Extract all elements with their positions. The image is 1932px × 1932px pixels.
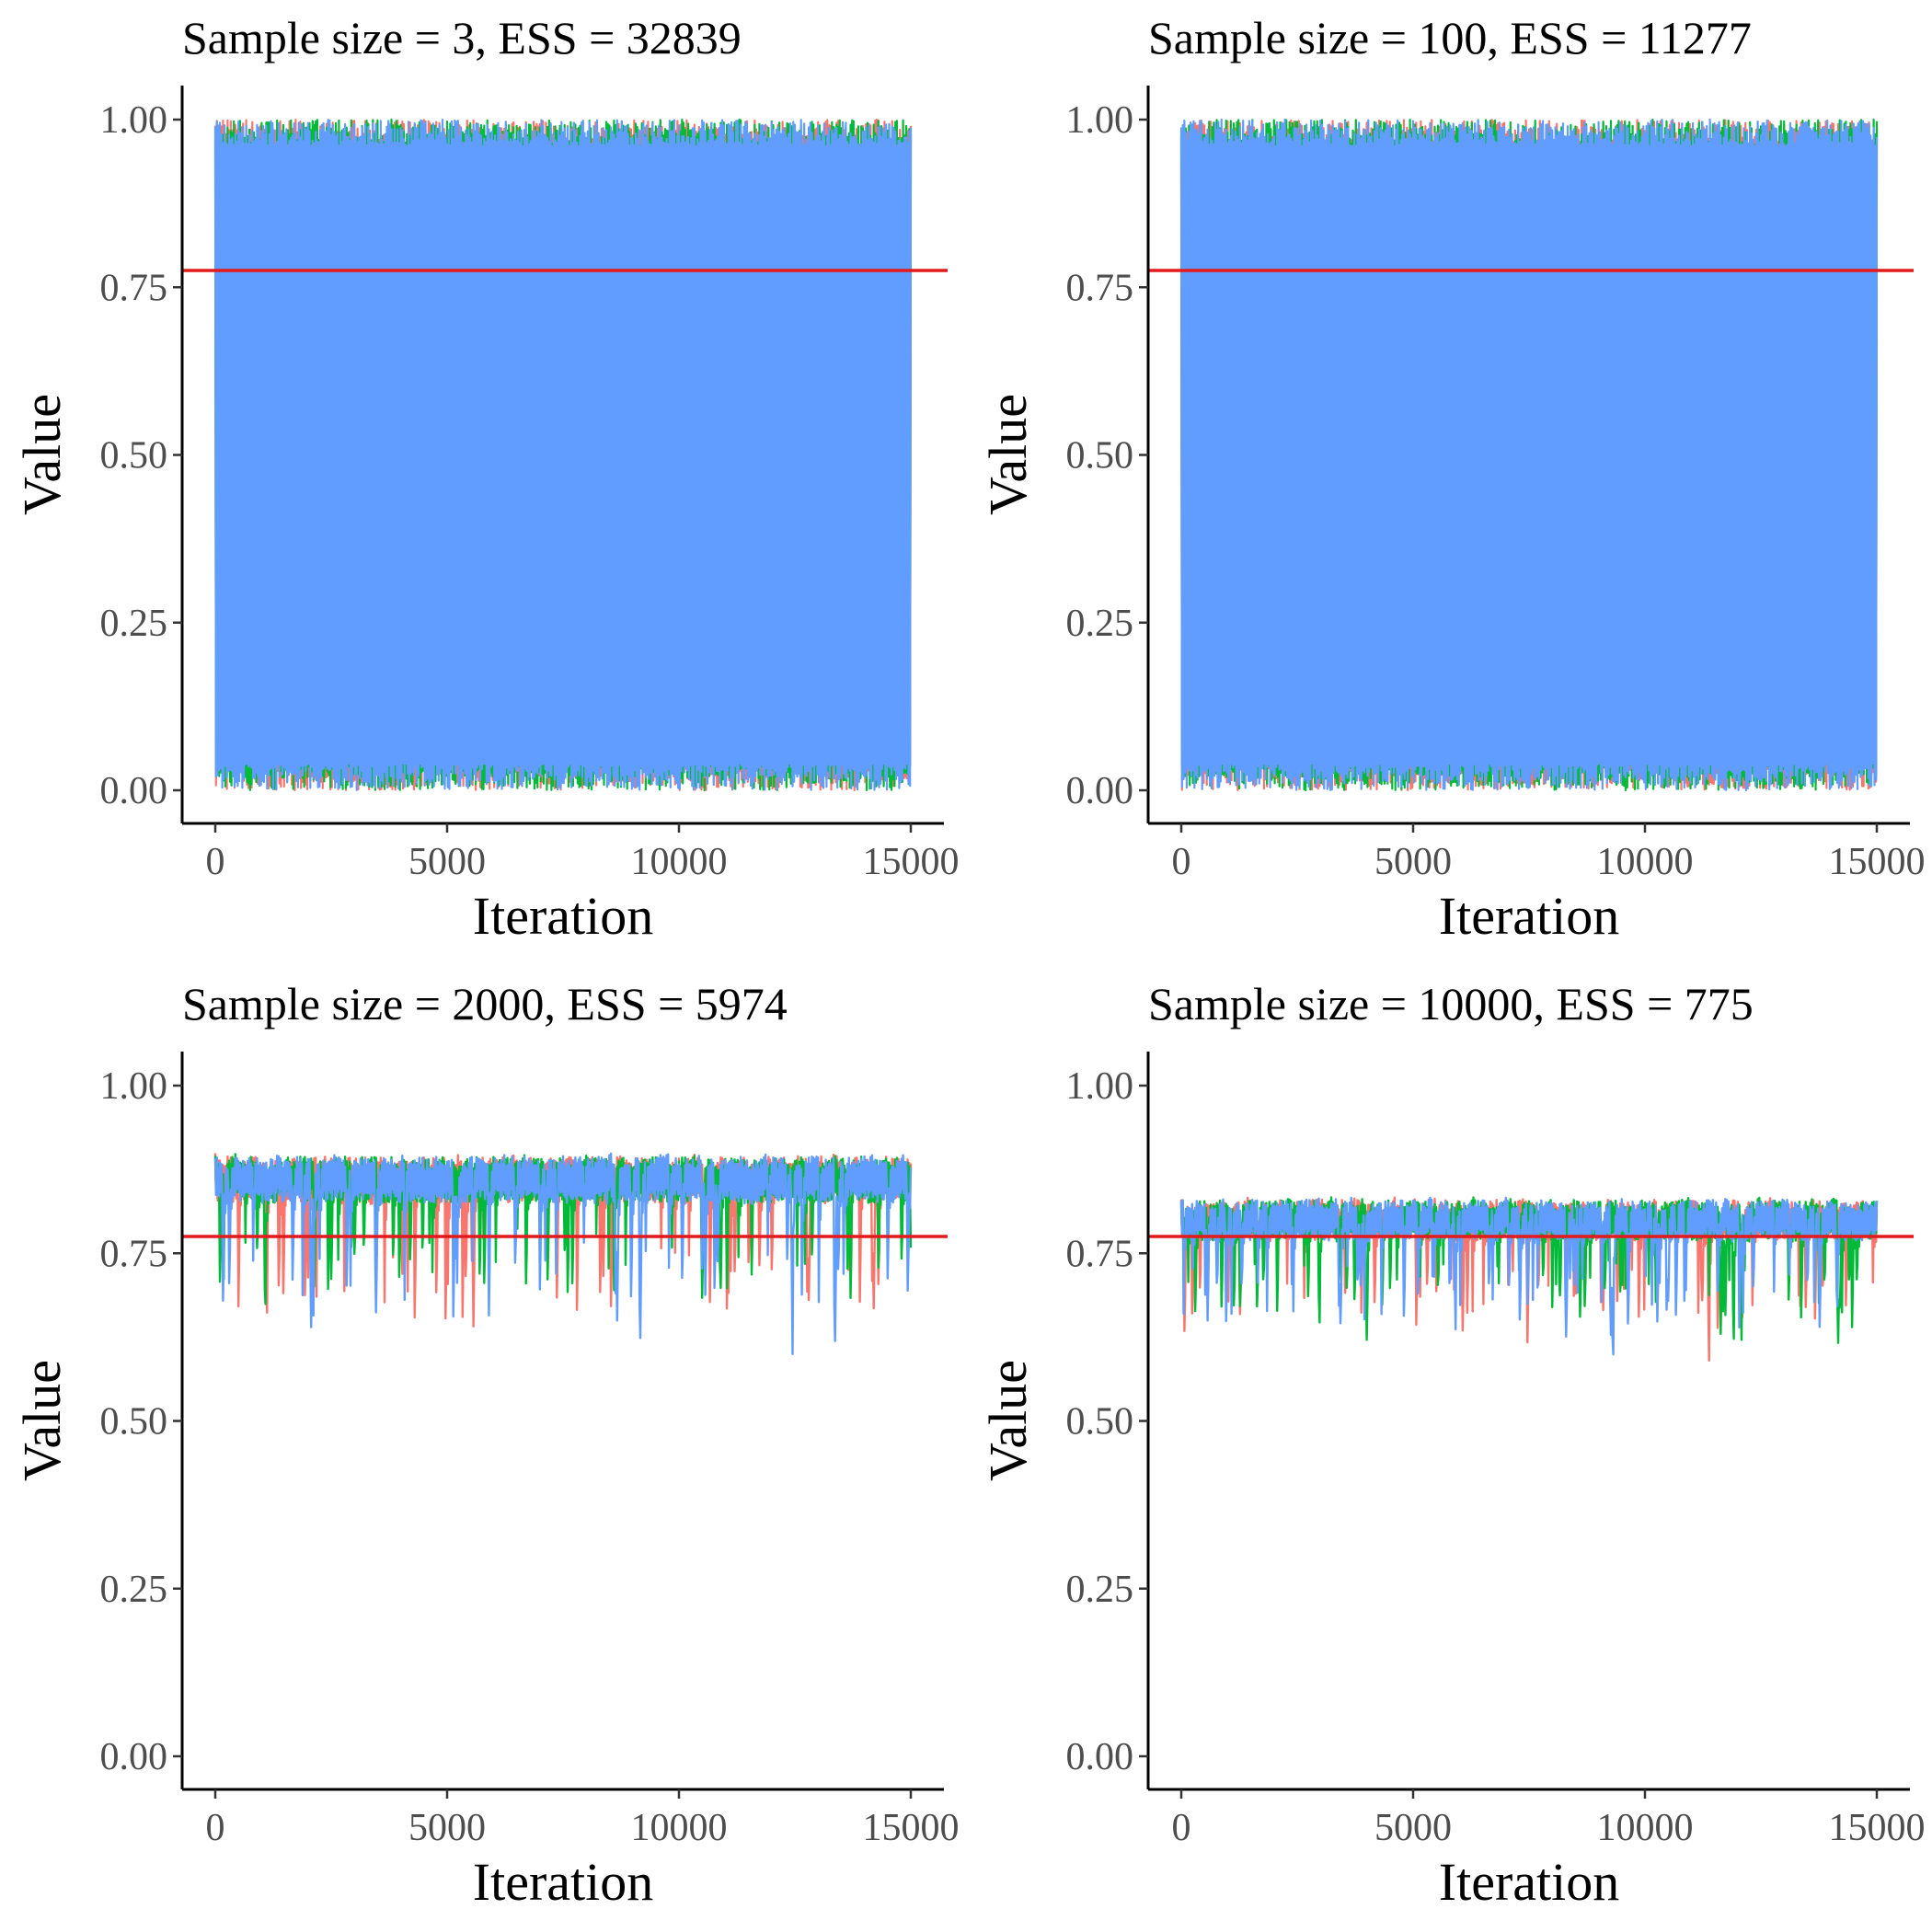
y-tick-label: 0.50: [1066, 435, 1134, 477]
x-axis-title: Iteration: [473, 886, 653, 946]
x-tick-label: 10000: [631, 841, 728, 883]
x-tick-label: 10000: [1597, 1807, 1694, 1849]
panel-title: Sample size = 10000, ESS = 775: [1148, 978, 1754, 1029]
trace-line-chain-3: [213, 1152, 913, 1356]
x-tick-label: 5000: [1374, 841, 1452, 883]
trace-panel-2: Sample size = 100, ESS = 11277 0.00 0.25 0.…: [978, 12, 1926, 946]
x-axis-title: Iteration: [473, 1852, 653, 1912]
y-tick-label: 0.25: [1066, 1569, 1134, 1611]
x-tick-label: 0: [1172, 1807, 1191, 1849]
x-tick-label: 5000: [408, 1807, 486, 1849]
trace-line-chain-3: [1179, 118, 1879, 792]
y-tick-label: 0.75: [1066, 1233, 1134, 1275]
x-tick-label: 5000: [1374, 1807, 1452, 1849]
x-tick-label: 0: [206, 1807, 225, 1849]
panel-title: Sample size = 100, ESS = 11277: [1148, 12, 1752, 63]
trace-line-chain-3: [213, 119, 913, 791]
panel-title: Sample size = 3, ESS = 32839: [182, 12, 742, 63]
trace-line-chain-3: [1179, 1196, 1879, 1356]
trace-panel-3: Sample size = 2000, ESS = 5974 0.00 0.25 0.…: [12, 978, 960, 1912]
panel-title: Sample size = 2000, ESS = 5974: [182, 978, 788, 1029]
trace-lines: [213, 1152, 913, 1356]
y-tick-label: 0.00: [1066, 1736, 1134, 1778]
x-tick-label: 15000: [1829, 1807, 1926, 1849]
x-axis-title: Iteration: [1439, 886, 1619, 946]
y-tick-label: 0.00: [100, 770, 168, 812]
y-tick-label: 1.00: [1066, 1065, 1134, 1108]
y-tick-label: 0.75: [1066, 267, 1134, 309]
trace-lines: [1179, 1196, 1879, 1363]
x-tick-label: 0: [206, 841, 225, 883]
x-tick-label: 15000: [863, 1807, 960, 1849]
x-tick-label: 5000: [408, 841, 486, 883]
trace-lines: [1179, 118, 1879, 792]
x-tick-label: 0: [1172, 841, 1191, 883]
x-tick-label: 15000: [863, 841, 960, 883]
y-tick-label: 0.75: [100, 1233, 168, 1275]
y-tick-label: 0.00: [100, 1736, 168, 1778]
y-tick-label: 0.25: [100, 603, 168, 645]
x-tick-label: 10000: [631, 1807, 728, 1849]
x-tick-label: 15000: [1829, 841, 1926, 883]
y-tick-label: 0.25: [1066, 603, 1134, 645]
y-tick-label: 0.75: [100, 267, 168, 309]
trace-lines: [213, 118, 913, 792]
y-axis-title: Value: [12, 394, 72, 515]
y-tick-label: 0.00: [1066, 770, 1134, 812]
y-tick-label: 1.00: [100, 1065, 168, 1108]
y-tick-label: 0.50: [100, 435, 168, 477]
y-axis-title: Value: [978, 394, 1038, 515]
x-tick-label: 10000: [1597, 841, 1694, 883]
trace-panel-4: Sample size = 10000, ESS = 775 0.00 0.25 0.…: [978, 978, 1926, 1912]
y-tick-label: 0.25: [100, 1569, 168, 1611]
y-tick-label: 0.50: [1066, 1401, 1134, 1443]
y-axis-title: Value: [978, 1360, 1038, 1481]
y-tick-label: 0.50: [100, 1401, 168, 1443]
y-tick-label: 1.00: [100, 99, 168, 142]
y-tick-label: 1.00: [1066, 99, 1134, 142]
trace-panel-1: Sample size = 3, ESS = 32839 0.00 0.25 0.50…: [12, 12, 960, 946]
x-axis-title: Iteration: [1439, 1852, 1619, 1912]
y-axis-title: Value: [12, 1360, 72, 1481]
